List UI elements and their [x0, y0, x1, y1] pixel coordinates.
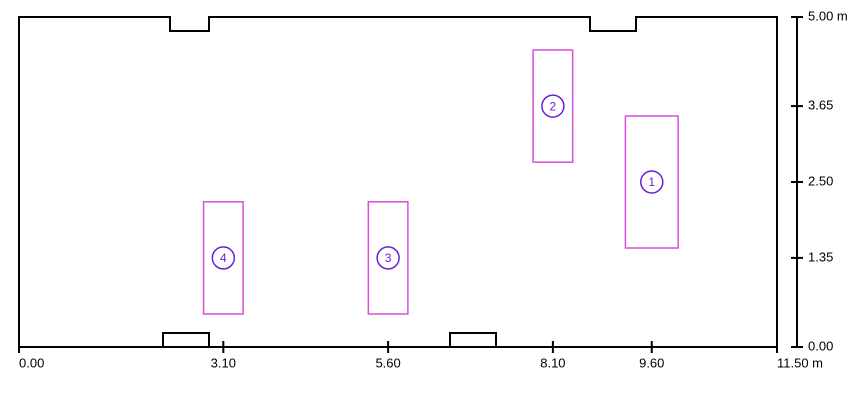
y-tick-label: 5.00 m [808, 8, 848, 23]
y-tick-label: 2.50 [808, 173, 833, 188]
item-box [624, 115, 679, 249]
x-tick-label: 0.00 [19, 355, 44, 370]
item-marker [640, 170, 664, 194]
x-tick-label: 8.10 [540, 355, 565, 370]
y-tick-label: 3.65 [808, 98, 833, 113]
item-box [367, 201, 409, 315]
x-tick-label: 3.10 [211, 355, 236, 370]
item-label: 4 [220, 251, 227, 265]
item-label: 2 [550, 99, 557, 113]
x-tick-label: 9.60 [639, 355, 664, 370]
item-marker [541, 94, 565, 118]
item-label: 1 [648, 175, 655, 189]
item-box [532, 49, 574, 163]
item-box [202, 201, 244, 315]
item-label: 3 [385, 251, 392, 265]
y-tick-label: 1.35 [808, 249, 833, 264]
item-marker [376, 246, 400, 270]
x-tick-label: 5.60 [375, 355, 400, 370]
y-tick-label: 0.00 [808, 338, 833, 353]
x-tick-label: 11.50 m [777, 355, 823, 370]
item-marker [211, 246, 236, 270]
